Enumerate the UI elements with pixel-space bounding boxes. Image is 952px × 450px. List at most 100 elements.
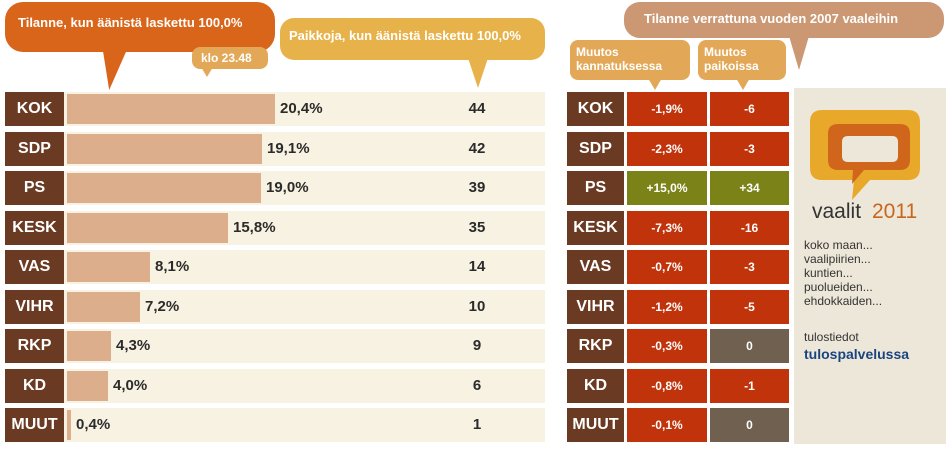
party-label: PS [567,171,624,205]
seat-count: 14 [468,258,486,275]
support-change-cell: +15,0% [627,171,707,205]
seat-change-cell: -6 [710,92,789,126]
party-row: KESK 15,8% 35 [5,211,545,245]
vote-share-bar [67,410,71,440]
seat-bubble-tail [736,78,750,90]
vote-share-bar [67,213,228,243]
vote-share-bar [67,94,275,124]
party-label: KESK [5,211,64,245]
change-row: MUUT -0,1% 0 [567,408,789,442]
change-row: RKP -0,3% 0 [567,329,789,363]
support-change-cell: -2,3% [627,132,707,166]
seat-change-cell: 0 [710,329,789,363]
party-label: PS [5,171,64,205]
support-change-cell: -0,3% [627,329,707,363]
party-label: SDP [5,132,64,166]
party-label: RKP [567,329,624,363]
vote-share-bar [67,331,111,361]
party-label: KOK [5,92,64,126]
party-label: SDP [567,132,624,166]
link-candidates[interactable]: ehdokkaiden... [804,294,883,308]
seat-change-cell: 0 [710,408,789,442]
seat-change-cell: -3 [710,132,789,166]
support-change-cell: -0,8% [627,369,707,403]
change-row: KESK -7,3% -16 [567,211,789,245]
change-row: SDP -2,3% -3 [567,132,789,166]
seat-change-cell: -1 [710,369,789,403]
votes-header-bubble: Tilanne, kun äänistä laskettu 100,0% [5,2,275,90]
vote-share-bar [67,134,262,164]
party-label: KD [5,369,64,403]
party-row: VAS 8,1% 14 [5,250,545,284]
party-label: KD [567,369,624,403]
vote-share-label: 4,0% [113,377,148,394]
seat-change-cell: -16 [710,211,789,245]
vaalit-logo[interactable]: vaalit 2011 [808,102,930,222]
seat-count: 6 [472,377,482,394]
vote-share-bar [67,173,261,203]
time-bubble: klo 23.48 [192,47,268,77]
seats-bubble-tail [468,58,488,88]
party-label: MUUT [567,408,624,442]
party-label: VAS [567,250,624,284]
vote-share-bar [67,252,150,282]
vote-share-label: 19,1% [267,140,310,157]
support-change-cell: -1,2% [627,290,707,324]
link-districts[interactable]: vaalipiirien... [804,252,871,266]
party-label: KOK [567,92,624,126]
change-row: KD -0,8% -1 [567,369,789,403]
seats-header-bubble: Paikkoja, kun äänistä laskettu 100,0% [280,18,545,88]
seat-count: 35 [468,219,486,236]
party-row: KOK 20,4% 44 [5,92,545,126]
vote-share-label: 15,8% [233,219,276,236]
party-label: RKP [5,329,64,363]
compare-header-bubble: Tilanne verrattuna vuoden 2007 vaaleihin [624,2,944,70]
party-label: VIHR [5,290,64,324]
seat-count: 42 [468,140,486,157]
results-service-link[interactable]: tulospalvelussa [804,346,910,362]
link-municipalities[interactable]: kuntien... [804,266,853,280]
seat-change-cell: +34 [710,171,789,205]
support-change-header-line2: kannatuksessa [576,59,663,73]
seat-change-cell: -5 [710,290,789,324]
support-change-cell: -0,1% [627,408,707,442]
support-change-cell: -0,7% [627,250,707,284]
support-change-cell: -1,9% [627,92,707,126]
vote-share-label: 4,3% [116,337,151,354]
seat-change-bubble: Muutos paikoissa [698,40,786,90]
results-lead-text: tulostiedot [804,330,859,344]
party-row: PS 19,0% 39 [5,171,545,205]
seat-count: 1 [472,416,482,433]
support-change-header-line1: Muutos [576,45,619,59]
party-label: MUUT [5,408,64,442]
sidebar-links: koko maan... vaalipiirien... kuntien... … [804,238,882,308]
link-parties[interactable]: puolueiden... [804,280,873,294]
seat-change-header-line1: Muutos [704,45,747,59]
link-country[interactable]: koko maan... [804,238,873,252]
vote-share-label: 19,0% [266,179,309,196]
vote-share-bar [67,371,108,401]
seat-count: 44 [468,100,486,117]
seat-count: 10 [468,298,486,315]
seat-count: 39 [468,179,486,196]
time-bubble-tail [201,67,213,77]
seats-header-text: Paikkoja, kun äänistä laskettu 100,0% [289,28,521,43]
support-change-cell: -7,3% [627,211,707,245]
party-row: SDP 19,1% 42 [5,132,545,166]
vote-share-label: 8,1% [155,258,190,275]
party-label: VAS [5,250,64,284]
vote-share-bar [67,292,140,322]
party-row: VIHR 7,2% 10 [5,290,545,324]
seat-change-header-line2: paikoissa [704,59,759,73]
party-row: KD 4,0% 6 [5,369,545,403]
party-row: RKP 4,3% 9 [5,329,545,363]
sidebar: vaalit 2011 koko maan... vaalipiirien...… [794,88,946,444]
logo-text: vaalit [812,200,861,222]
party-label: KESK [567,211,624,245]
logo-year: 2011 [872,200,917,222]
change-row: VAS -0,7% -3 [567,250,789,284]
vote-share-label: 7,2% [145,298,180,315]
vote-share-label: 0,4% [76,416,111,433]
support-bubble-tail [648,78,662,90]
vote-share-label: 20,4% [280,100,323,117]
